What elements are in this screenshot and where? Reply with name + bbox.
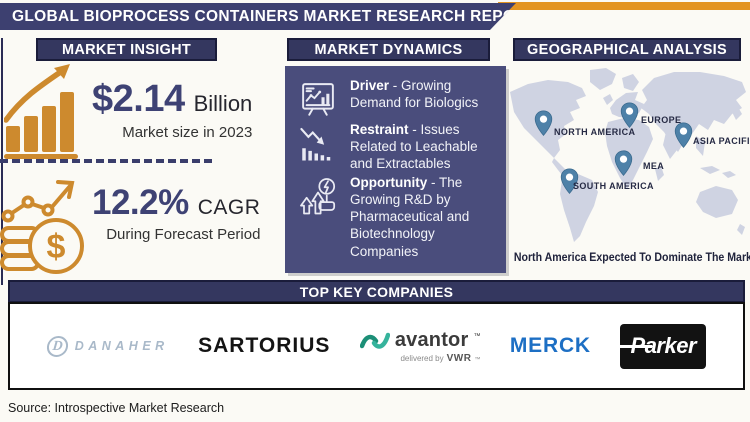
dynamics-text-opportunity: Opportunity - The Growing R&D by Pharmac… xyxy=(350,174,498,260)
avantor-sub-brand: VWR xyxy=(446,352,472,364)
logo-merck: MERCK xyxy=(509,334,591,357)
cagr-unit: CAGR xyxy=(197,196,261,219)
cagr-caption: During Forecast Period xyxy=(106,226,261,243)
dashed-divider xyxy=(0,159,212,163)
source-note: Source: Introspective Market Research xyxy=(8,401,225,415)
coins-growth-icon: $ xyxy=(0,180,84,274)
companies-logo-box: D DANAHER SARTORIUS avantor ™ delivered … xyxy=(8,302,745,390)
dynamics-item-restraint: Restraint - Issues Related to Leachable … xyxy=(297,121,498,173)
avantor-wave-icon xyxy=(359,332,390,349)
dynamics-item-opportunity: Opportunity - The Growing R&D by Pharmac… xyxy=(297,174,498,260)
market-insight-title: MARKET INSIGHT xyxy=(36,38,217,61)
logo-parker: Parker xyxy=(620,323,707,369)
map-pin-mea xyxy=(614,150,633,176)
region-label-south-america: SOUTH AMERICA xyxy=(573,181,654,191)
restraint-description: - Issues Related to Leachable and Extrac… xyxy=(350,121,478,172)
map-pin-europe xyxy=(620,102,639,128)
avantor-subline: delivered by VWR ™ xyxy=(400,353,480,364)
region-label-europe: EUROPE xyxy=(641,115,682,125)
market-dynamics-title: MARKET DYNAMICS xyxy=(287,38,490,61)
orange-accent-strip xyxy=(498,2,750,10)
map-pin-north-america xyxy=(534,110,553,136)
dynamics-text-restraint: Restraint - Issues Related to Leachable … xyxy=(350,121,498,173)
market-dynamics-panel: Driver - Growing Demand for Biologics Re… xyxy=(285,66,506,273)
driver-description: - Growing Demand for Biologics xyxy=(350,78,479,111)
market-size-value: $2.14 xyxy=(92,78,185,120)
declining-bars-icon xyxy=(300,127,331,161)
opportunity-description: - The Growing R&D by Pharmaceutical and … xyxy=(350,174,470,259)
cagr-stat: 12.2% CAGR During Forecast Period xyxy=(92,185,260,243)
avantor-trademark: ™ xyxy=(473,332,481,340)
dashboard-chart-icon xyxy=(302,83,334,116)
danaher-d-icon: D xyxy=(45,335,69,357)
top-key-companies-title: TOP KEY COMPANIES xyxy=(8,280,745,303)
vwr-trademark: ™ xyxy=(474,356,481,363)
report-title: GLOBAL BIOPROCESS CONTAINERS MARKET RESE… xyxy=(12,7,537,25)
market-size-unit: Billion xyxy=(193,91,253,116)
map-pin-asia-pacific xyxy=(674,122,693,148)
avantor-sub-text: delivered by xyxy=(400,353,444,363)
dominance-note: North America Expected To Dominate The M… xyxy=(513,252,750,264)
geographical-analysis-title: GEOGRAPHICAL ANALYSIS xyxy=(513,38,741,61)
dynamics-item-driver: Driver - Growing Demand for Biologics xyxy=(297,77,498,120)
region-label-asia-pacific: ASIA PACIFIC xyxy=(693,136,750,146)
innovation-growth-icon xyxy=(300,177,336,215)
world-map: NORTH AMERICA EUROPE ASIA PACIFIC MEA SO… xyxy=(506,66,750,250)
logo-danaher: D DANAHER xyxy=(45,335,169,357)
danaher-name: DANAHER xyxy=(74,339,169,353)
bar-chart-growth-icon xyxy=(4,64,78,159)
svg-text:$: $ xyxy=(47,228,66,266)
dynamics-text-driver: Driver - Growing Demand for Biologics xyxy=(350,77,498,112)
logo-sartorius: SARTORIUS xyxy=(198,334,331,357)
region-label-north-america: NORTH AMERICA xyxy=(554,127,636,137)
region-label-mea: MEA xyxy=(643,161,665,171)
parker-name: Parker xyxy=(630,333,697,358)
cagr-value: 12.2% xyxy=(92,183,189,222)
driver-label: Driver xyxy=(350,78,390,93)
opportunity-label: Opportunity xyxy=(350,174,428,190)
avantor-name: avantor xyxy=(394,328,469,351)
logo-avantor: avantor ™ delivered by VWR ™ xyxy=(359,328,481,364)
market-size-caption: Market size in 2023 xyxy=(122,124,253,141)
restraint-label: Restraint xyxy=(350,121,409,137)
map-pin-south-america xyxy=(560,168,579,194)
report-title-banner: GLOBAL BIOPROCESS CONTAINERS MARKET RESE… xyxy=(0,3,516,30)
market-size-stat: $2.14 Billion Market size in 2023 xyxy=(92,80,252,141)
